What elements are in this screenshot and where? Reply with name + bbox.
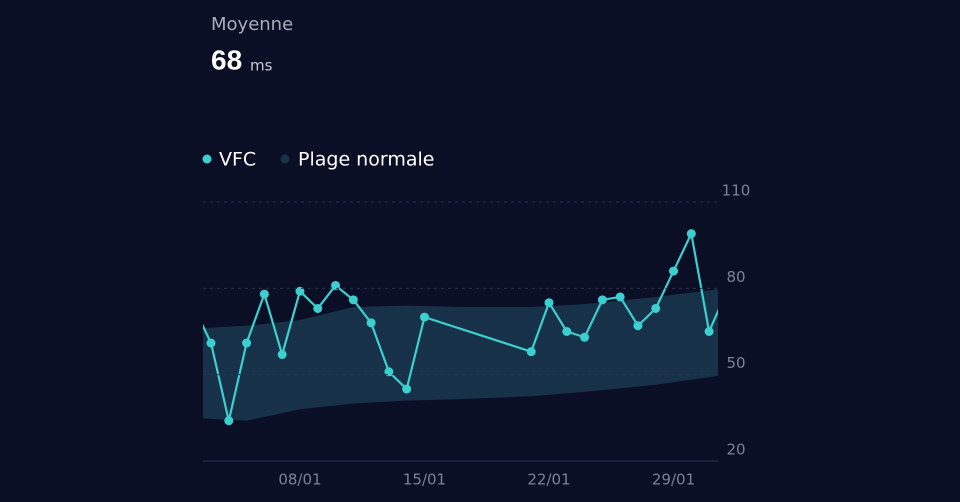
data-point <box>615 292 625 302</box>
x-tick-label: 08/01 <box>278 471 321 489</box>
x-tick-label: 22/01 <box>527 471 570 489</box>
legend-marker <box>202 154 212 164</box>
data-point <box>544 298 554 308</box>
data-point <box>597 295 607 305</box>
data-point <box>419 312 429 322</box>
data-point <box>277 350 287 360</box>
y-tick-label: 20 <box>726 441 745 459</box>
legend-label: VFC <box>219 149 256 171</box>
normal-range-band <box>203 289 718 421</box>
data-point <box>669 266 679 276</box>
data-point <box>686 229 696 239</box>
data-point <box>206 338 216 348</box>
data-point <box>259 289 269 299</box>
data-point <box>313 303 323 313</box>
summary-unit: ms <box>250 57 273 75</box>
data-point <box>366 318 376 328</box>
data-point <box>526 347 536 357</box>
data-point <box>633 321 643 331</box>
data-point <box>580 332 590 342</box>
plot-area <box>203 229 718 426</box>
legend-label: Plage normale <box>298 149 434 171</box>
data-point <box>402 384 412 394</box>
summary-label: Moyenne <box>211 14 293 35</box>
x-tick-label: 15/01 <box>403 471 446 489</box>
data-point <box>224 416 234 426</box>
data-point <box>651 303 661 313</box>
data-point <box>704 327 714 336</box>
y-tick-label: 80 <box>726 268 745 286</box>
legend-marker <box>280 154 290 164</box>
x-tick-label: 29/01 <box>652 471 695 489</box>
summary-value: 68 <box>211 44 242 75</box>
data-point <box>295 286 305 296</box>
data-point <box>348 295 358 305</box>
y-tick-label: 50 <box>726 354 745 372</box>
data-point <box>384 367 394 377</box>
data-point <box>562 327 572 336</box>
y-tick-label: 110 <box>722 182 751 200</box>
data-point <box>242 338 252 348</box>
data-point <box>331 280 341 290</box>
